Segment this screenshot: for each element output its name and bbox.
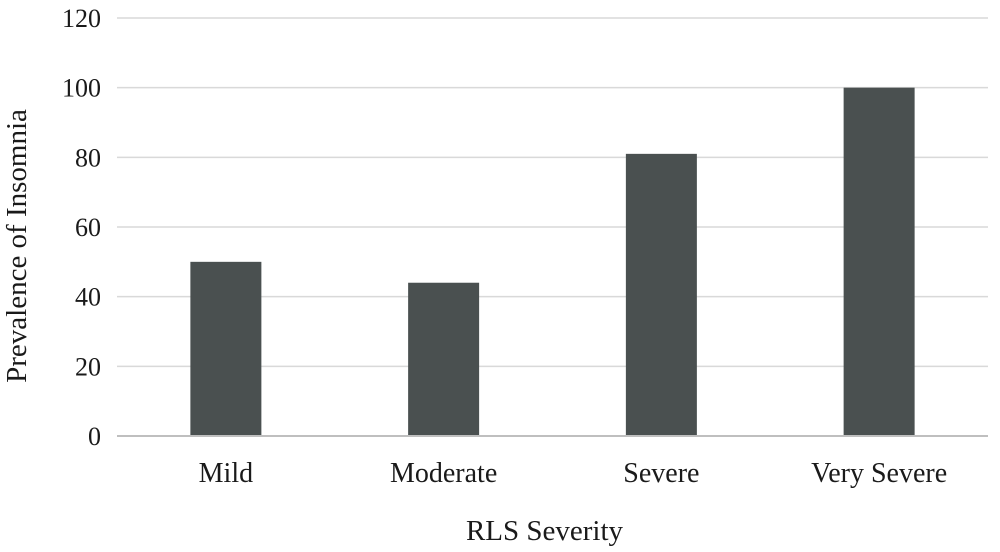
y-tick-label: 60 [75,213,101,242]
x-tick-label: Mild [199,458,253,489]
bar-very-severe [843,87,915,437]
x-tick-label: Moderate [390,458,497,489]
y-tick-label: 80 [75,143,101,172]
x-axis-ticks: Mild Moderate Severe Very Severe [199,458,948,489]
gridlines [117,17,988,368]
bar-severe [625,153,697,436]
y-tick-label: 0 [88,422,101,451]
bar-moderate [408,282,480,436]
x-axis-title: RLS Severity [466,515,624,547]
y-tick-label: 40 [75,283,101,312]
bars [190,87,915,437]
y-axis-ticks: 0 20 40 60 80 100 120 [62,4,101,451]
bar-mild [190,261,262,436]
x-tick-label: Very Severe [811,458,947,489]
y-axis-title: Prevalence of Insomnia [1,109,33,383]
y-tick-label: 20 [75,352,101,381]
y-tick-label: 100 [62,74,101,103]
y-tick-label: 120 [62,4,101,33]
x-tick-label: Severe [623,458,699,489]
